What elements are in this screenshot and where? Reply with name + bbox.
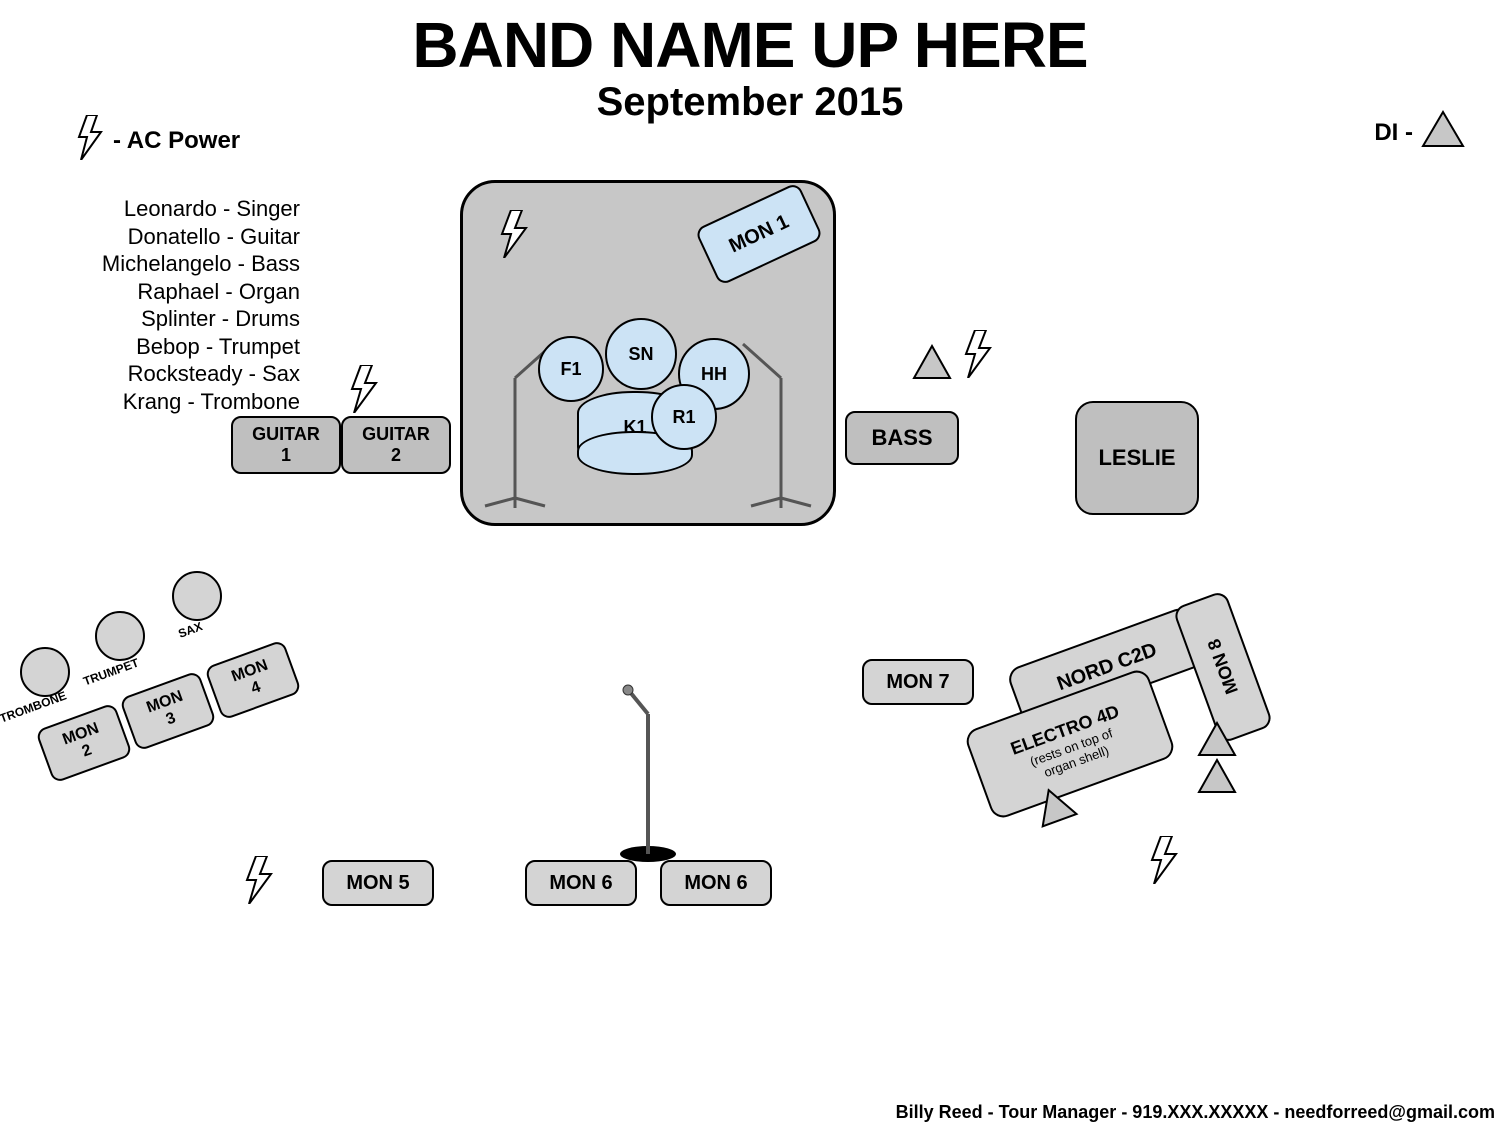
floor-tom: F1 [538, 336, 604, 402]
lightning-icon [348, 365, 380, 418]
monitor-6a: MON 6 [525, 860, 637, 906]
leslie-cab: LESLIE [1075, 401, 1199, 515]
snare: SN [605, 318, 677, 390]
monitor-3: MON 3 [119, 670, 217, 751]
lightning-icon [243, 856, 275, 909]
monitor-5: MON 5 [322, 860, 434, 906]
rack-tom: R1 [651, 384, 717, 450]
bass-amp: BASS [845, 411, 959, 465]
legend-ac-label: - AC Power [113, 127, 240, 155]
vocal-mic-icon [608, 684, 688, 864]
monitor-2: MON 2 [35, 702, 133, 783]
roster-line: Leonardo - Singer [40, 195, 300, 223]
di-triangle-icon [1197, 721, 1237, 762]
guitar-amp-2: GUITAR 2 [341, 416, 451, 474]
legend-ac-power: - AC Power [75, 115, 240, 167]
monitor-4: MON 4 [204, 639, 302, 720]
trumpet-position [95, 611, 145, 661]
roster-line: Bebop - Trumpet [40, 333, 300, 361]
lightning-icon [1148, 836, 1180, 889]
monitor-7: MON 7 [862, 659, 974, 705]
roster-line: Krang - Trombone [40, 388, 300, 416]
lightning-icon [498, 210, 530, 263]
lightning-icon [962, 330, 994, 383]
legend-di: DI - [1374, 110, 1465, 155]
sax-label: SAX [176, 619, 204, 641]
roster-line: Splinter - Drums [40, 305, 300, 333]
roster-line: Michelangelo - Bass [40, 250, 300, 278]
roster-line: Rocksteady - Sax [40, 360, 300, 388]
di-triangle-icon [1197, 758, 1237, 799]
legend-di-label: DI - [1374, 119, 1413, 147]
roster-line: Raphael - Organ [40, 278, 300, 306]
di-triangle-icon [912, 344, 952, 385]
lightning-icon [75, 115, 105, 167]
monitor-6b: MON 6 [660, 860, 772, 906]
sax-position [172, 571, 222, 621]
band-roster: Leonardo - Singer Donatello - Guitar Mic… [40, 195, 300, 415]
footer-contact: Billy Reed - Tour Manager - 919.XXX.XXXX… [896, 1102, 1495, 1123]
roster-line: Donatello - Guitar [40, 223, 300, 251]
triangle-icon [1421, 110, 1465, 155]
guitar-amp-1: GUITAR 1 [231, 416, 341, 474]
trumpet-label: TRUMPET [81, 656, 140, 689]
page-title: BAND NAME UP HERE [0, 8, 1500, 82]
